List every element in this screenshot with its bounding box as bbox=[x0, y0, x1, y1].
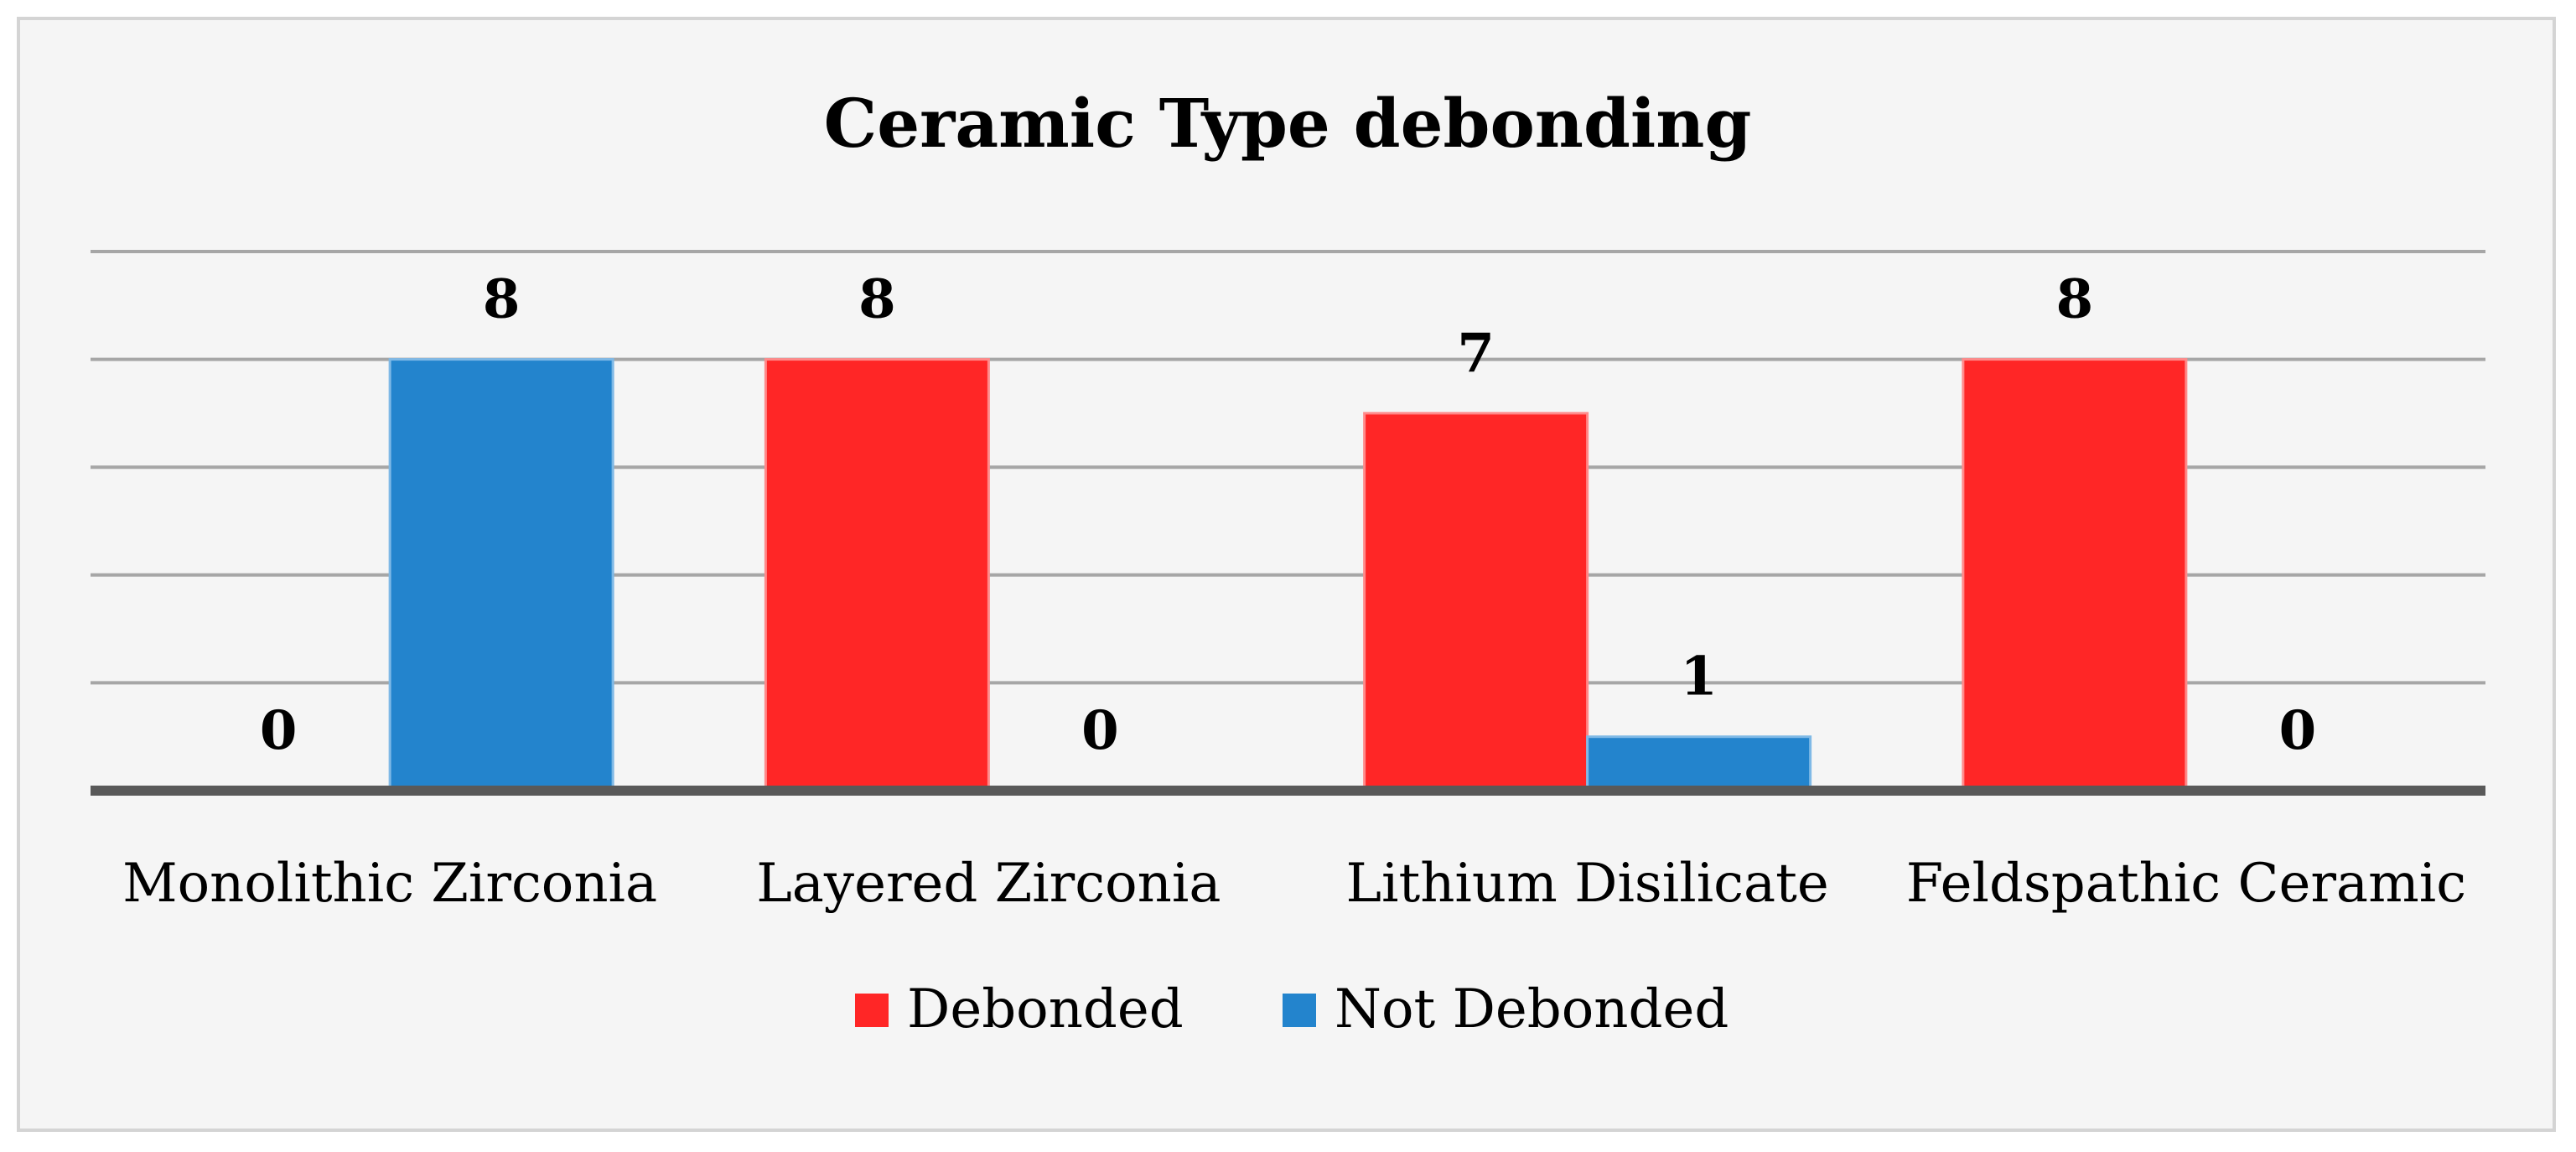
data-label: 8 bbox=[2056, 268, 2094, 331]
data-label: 0 bbox=[2279, 699, 2317, 762]
data-label: 0 bbox=[260, 699, 298, 762]
bar-not-debonded bbox=[388, 358, 614, 792]
category-label: Layered Zirconia bbox=[756, 853, 1221, 915]
legend-swatch bbox=[1283, 994, 1316, 1027]
category-label: Monolithic Zirconia bbox=[122, 853, 657, 915]
bar-debonded bbox=[1962, 358, 2188, 792]
legend-item: Debonded bbox=[855, 978, 1184, 1040]
bar-debonded bbox=[1363, 412, 1589, 792]
data-label: 7 bbox=[1457, 322, 1495, 385]
category-label: Feldspathic Ceramic bbox=[1906, 853, 2466, 915]
legend-label: Not Debonded bbox=[1335, 978, 1729, 1040]
legend-swatch bbox=[855, 994, 889, 1027]
data-label: 8 bbox=[858, 268, 896, 331]
data-label: 0 bbox=[1081, 699, 1119, 762]
data-label: 1 bbox=[1680, 646, 1718, 708]
legend-label: Debonded bbox=[907, 978, 1184, 1040]
bar-debonded bbox=[764, 358, 990, 792]
data-label: 8 bbox=[483, 268, 521, 331]
chart-title: Ceramic Type debonding bbox=[824, 84, 1752, 163]
legend-item: Not Debonded bbox=[1283, 978, 1729, 1040]
bar-not-debonded bbox=[1586, 735, 1812, 792]
category-label: Lithium Disilicate bbox=[1346, 853, 1829, 915]
